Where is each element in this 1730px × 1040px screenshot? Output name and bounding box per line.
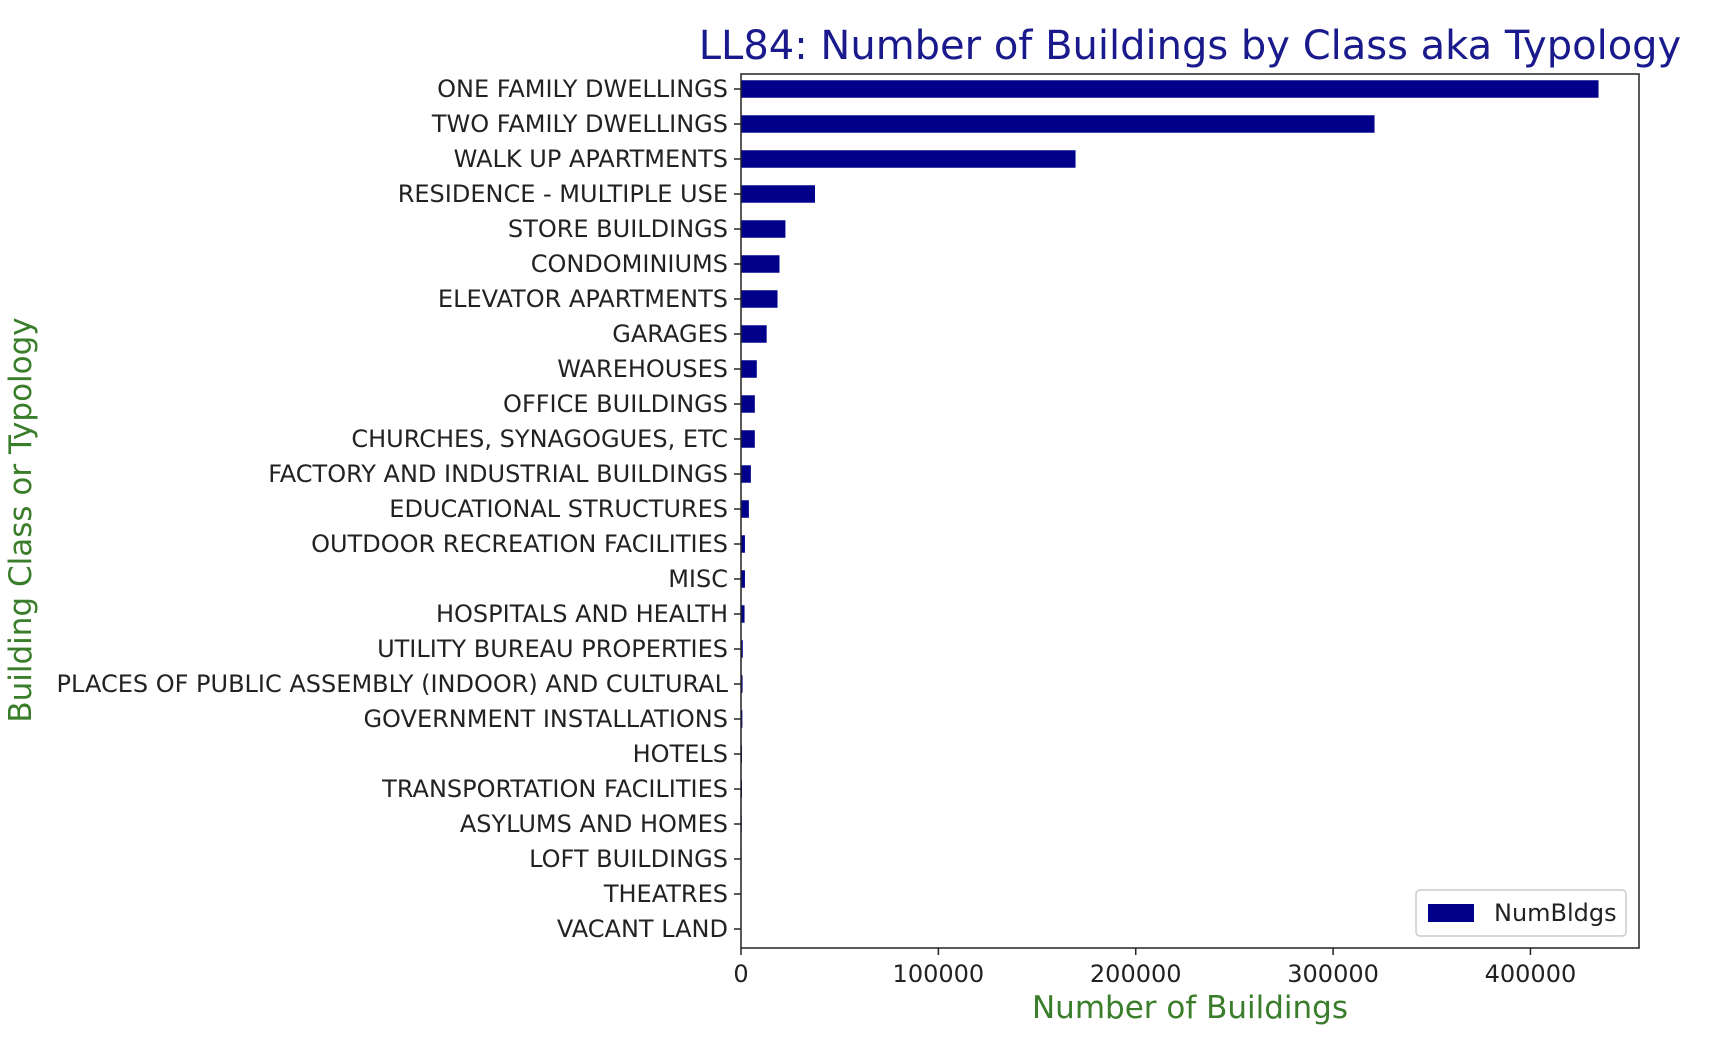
legend-label: NumBldgs [1494,899,1617,927]
legend: NumBldgs [1415,889,1627,937]
x-tick-label: 400000 [1485,960,1577,988]
y-tick-label: HOTELS [633,740,728,768]
bar-walk-up-apartments [741,150,1076,168]
bars-layer [741,80,1599,938]
y-tick-label: WALK UP APARTMENTS [454,145,728,173]
y-tick-label: ELEVATOR APARTMENTS [438,285,728,313]
bar-elevator-apartments [741,290,778,308]
x-tick-label: 0 [733,960,748,988]
x-tick-label: 100000 [893,960,985,988]
y-tick-label: LOFT BUILDINGS [529,845,728,873]
bar-store-buildings [741,220,786,238]
y-tick-labels: ONE FAMILY DWELLINGS TWO FAMILY DWELLINGS… [57,75,741,943]
y-tick-label: RESIDENCE - MULTIPLE USE [398,180,728,208]
y-tick-label: TRANSPORTATION FACILITIES [381,775,728,803]
plot-frame [740,73,1640,949]
bar-residence-multiple-use [741,185,816,203]
y-tick-label: OFFICE BUILDINGS [503,390,728,418]
bar-factory-and-industrial-buildings [741,465,751,483]
y-tick-label: GOVERNMENT INSTALLATIONS [363,705,728,733]
y-tick-label: FACTORY AND INDUSTRIAL BUILDINGS [268,460,728,488]
bar-outdoor-recreation-facilities [741,535,745,553]
y-tick-label: ONE FAMILY DWELLINGS [437,75,728,103]
y-tick-label: CONDOMINIUMS [531,250,728,278]
y-tick-label: ASYLUMS AND HOMES [460,810,728,838]
bar-hospitals-and-health [741,605,745,623]
bar-garages [741,325,767,343]
chart-title: LL84: Number of Buildings by Class aka T… [699,23,1681,69]
x-tick-label: 200000 [1090,960,1182,988]
y-tick-label: UTILITY BUREAU PROPERTIES [377,635,728,663]
bar-two-family-dwellings [741,115,1375,133]
y-tick-label: STORE BUILDINGS [508,215,728,243]
y-tick-label: GARAGES [612,320,728,348]
y-tick-label: THEATRES [603,880,728,908]
legend-box [1415,889,1627,937]
legend-swatch [1428,904,1474,922]
x-tick-labels: 0 100000 200000 300000 400000 [733,948,1576,988]
bar-misc [741,570,745,588]
y-axis-title: Building Class or Typology [3,317,39,722]
bar-condominiums [741,255,780,273]
bar-churches-synagogues-etc [741,430,755,448]
bar-utility-bureau-properties [741,640,743,658]
y-tick-label: PLACES OF PUBLIC ASSEMBLY (INDOOR) AND C… [57,670,729,698]
y-tick-label: MISC [668,565,728,593]
bar-one-family-dwellings [741,80,1599,98]
y-tick-label: HOSPITALS AND HEALTH [436,600,728,628]
bar-places-of-public-assembly-indoor-and-cultural [741,675,743,693]
x-tick-label: 300000 [1287,960,1379,988]
y-tick-label: TWO FAMILY DWELLINGS [431,110,728,138]
bar-office-buildings [741,395,755,413]
y-tick-label: VACANT LAND [557,915,728,943]
bar-educational-structures [741,500,749,518]
y-tick-label: WAREHOUSES [557,355,728,383]
y-tick-label: CHURCHES, SYNAGOGUES, ETC [351,425,728,453]
x-axis-title: Number of Buildings [1032,990,1348,1026]
y-tick-label: OUTDOOR RECREATION FACILITIES [311,530,728,558]
y-tick-label: EDUCATIONAL STRUCTURES [389,495,728,523]
bar-warehouses [741,360,757,378]
